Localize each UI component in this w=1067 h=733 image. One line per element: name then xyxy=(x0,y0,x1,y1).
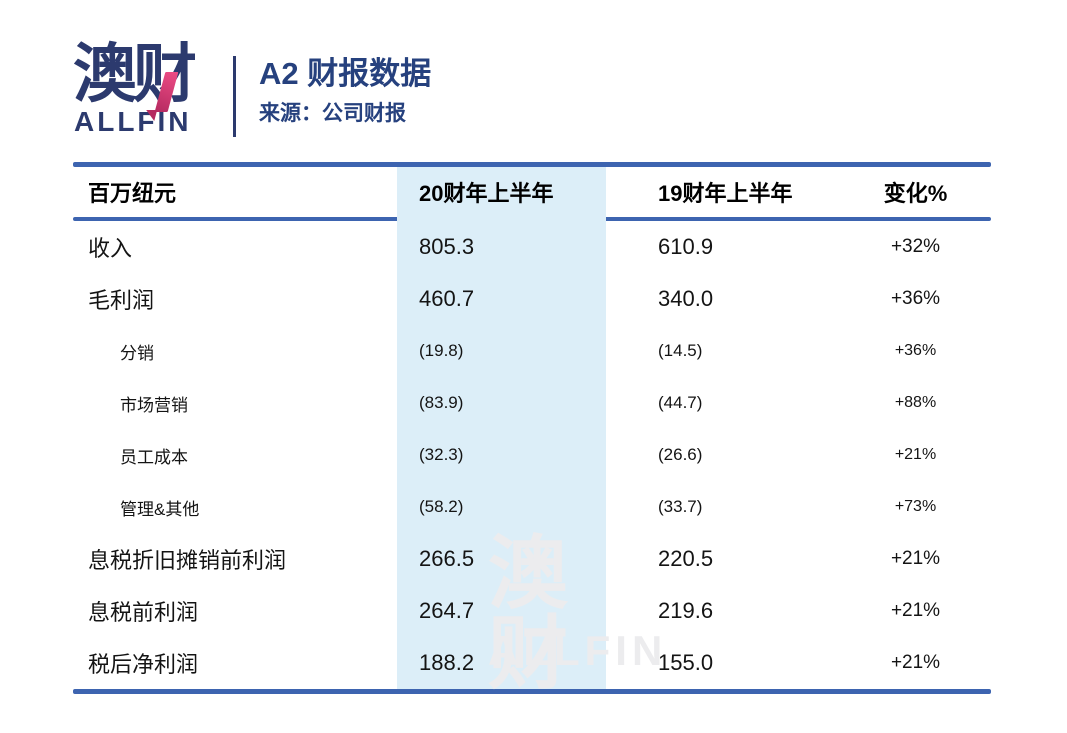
source-label: 来源：公司财报 xyxy=(259,102,406,125)
column-header-unit: 百万纽元 xyxy=(88,181,177,206)
table-row-marketing: 市场营销 (83.9) (44.7) +88% xyxy=(73,377,991,429)
table-row-ebitda: 息税折旧摊销前利润 266.5 220.5 +21% xyxy=(73,533,991,585)
table-row-revenue: 收入 805.3 610.9 +32% xyxy=(73,221,991,273)
value-fy20: (32.3) xyxy=(419,445,464,464)
value-change: +88% xyxy=(894,394,937,411)
column-header-fy19: 19财年上半年 xyxy=(658,181,793,206)
value-fy19: 610.9 xyxy=(658,234,714,259)
value-fy19: (33.7) xyxy=(658,497,703,516)
value-fy19: (44.7) xyxy=(658,393,703,412)
value-fy20: (83.9) xyxy=(419,393,464,412)
row-label: 市场营销 xyxy=(120,395,188,415)
table-row-distribution: 分销 (19.8) (14.5) +36% xyxy=(73,325,991,377)
row-label: 毛利润 xyxy=(88,288,155,313)
column-header-change: 变化% xyxy=(883,181,948,206)
value-change: +36% xyxy=(894,342,937,359)
financial-table: 澳财 ALLFIN 百万纽元 20财年上半年 19财年上半年 变化% 收入 80… xyxy=(73,162,991,694)
value-fy20: (58.2) xyxy=(419,497,464,516)
row-label: 息税折旧摊销前利润 xyxy=(88,548,287,573)
value-change: +32% xyxy=(890,236,941,257)
header-divider xyxy=(233,56,236,137)
value-change: +21% xyxy=(890,600,941,621)
table-row-staff-cost: 员工成本 (32.3) (26.6) +21% xyxy=(73,429,991,481)
row-label: 税后净利润 xyxy=(88,652,199,677)
row-label: 员工成本 xyxy=(120,447,188,467)
value-fy20: (19.8) xyxy=(419,341,464,360)
column-header-fy20: 20财年上半年 xyxy=(419,181,554,206)
value-fy20: 460.7 xyxy=(419,286,475,311)
value-fy20: 266.5 xyxy=(419,546,475,571)
value-change: +36% xyxy=(890,288,941,309)
table-body: 收入 805.3 610.9 +32% 毛利润 460.7 340.0 +36%… xyxy=(73,221,991,689)
row-label: 分销 xyxy=(120,343,154,363)
value-fy19: 219.6 xyxy=(658,598,714,623)
table-row-gross-profit: 毛利润 460.7 340.0 +36% xyxy=(73,273,991,325)
value-change: +21% xyxy=(894,446,937,463)
highlight-column-fy20 xyxy=(397,167,606,689)
row-label: 管理&其他 xyxy=(120,499,200,519)
row-label: 收入 xyxy=(88,236,133,261)
table-bottom-rule xyxy=(73,689,991,694)
value-fy20: 805.3 xyxy=(419,234,475,259)
value-fy19: 220.5 xyxy=(658,546,714,571)
table-row-npat: 税后净利润 188.2 155.0 +21% xyxy=(73,637,991,689)
value-fy20: 264.7 xyxy=(419,598,475,623)
value-fy19: (26.6) xyxy=(658,445,703,464)
value-fy20: 188.2 xyxy=(419,650,475,675)
value-fy19: (14.5) xyxy=(658,341,703,360)
value-change: +21% xyxy=(890,548,941,569)
value-fy19: 155.0 xyxy=(658,650,714,675)
value-change: +73% xyxy=(894,498,937,515)
table-top-rule xyxy=(73,162,991,167)
page-title: A2 财报数据 xyxy=(259,56,432,91)
table-row-admin-other: 管理&其他 (58.2) (33.7) +73% xyxy=(73,481,991,533)
value-fy19: 340.0 xyxy=(658,286,714,311)
brand-logo-en: ALLFIN xyxy=(74,106,192,137)
row-label: 息税前利润 xyxy=(88,600,199,625)
table-row-ebit: 息税前利润 264.7 219.6 +21% xyxy=(73,585,991,637)
table-header-row: 百万纽元 20财年上半年 19财年上半年 变化% xyxy=(73,167,991,217)
value-change: +21% xyxy=(890,652,941,673)
